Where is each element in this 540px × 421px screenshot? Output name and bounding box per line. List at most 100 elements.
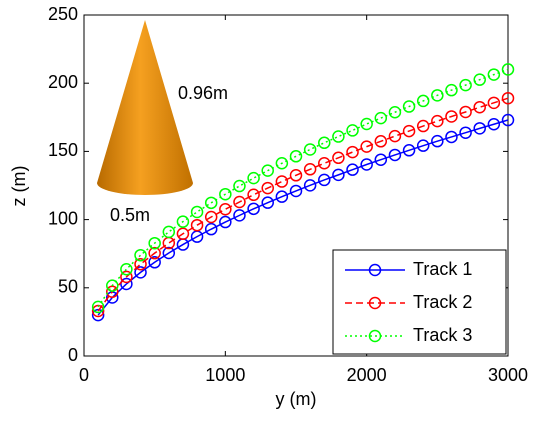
marker bbox=[473, 122, 486, 135]
legend-label: Track 3 bbox=[413, 325, 472, 345]
marker bbox=[459, 126, 472, 139]
marker bbox=[120, 270, 133, 284]
marker bbox=[261, 181, 274, 195]
marker bbox=[148, 256, 161, 269]
marker bbox=[176, 227, 190, 241]
marker bbox=[332, 168, 345, 182]
marker bbox=[134, 266, 147, 279]
marker bbox=[219, 215, 232, 229]
x-tick-label: 0 bbox=[79, 365, 89, 385]
marker bbox=[275, 190, 289, 203]
marker bbox=[91, 300, 105, 314]
marker bbox=[388, 148, 402, 162]
marker bbox=[91, 308, 105, 322]
marker bbox=[303, 143, 317, 156]
annotation: 0.96m bbox=[178, 83, 228, 103]
marker bbox=[190, 218, 204, 232]
marker bbox=[318, 136, 331, 150]
y-tick-label: 50 bbox=[58, 277, 78, 297]
x-tick-label: 2000 bbox=[347, 365, 387, 385]
marker bbox=[346, 124, 359, 137]
marker bbox=[247, 188, 260, 202]
marker bbox=[275, 175, 289, 188]
marker bbox=[233, 209, 246, 222]
marker bbox=[148, 246, 161, 260]
legend: Track 1 Track 2 Track 3 bbox=[332, 249, 507, 355]
series-line bbox=[97, 119, 509, 316]
marker bbox=[303, 163, 317, 176]
y-tick-label: 150 bbox=[48, 140, 78, 160]
marker bbox=[148, 236, 161, 250]
marker bbox=[120, 277, 133, 291]
marker bbox=[459, 105, 472, 119]
marker bbox=[416, 119, 430, 133]
marker bbox=[106, 279, 119, 292]
marker bbox=[219, 187, 232, 201]
cone-illustration bbox=[97, 20, 193, 195]
marker bbox=[374, 153, 388, 166]
marker bbox=[120, 262, 133, 276]
marker bbox=[289, 150, 303, 163]
marker bbox=[416, 94, 430, 108]
marker bbox=[247, 202, 260, 216]
x-axis-label: y (m) bbox=[276, 389, 317, 409]
marker bbox=[346, 163, 359, 176]
marker bbox=[360, 158, 373, 171]
marker bbox=[204, 222, 218, 236]
legend-label: Track 2 bbox=[413, 292, 472, 312]
marker bbox=[289, 184, 303, 198]
y-axis-label: z (m) bbox=[9, 166, 29, 207]
marker bbox=[261, 196, 274, 209]
marker bbox=[134, 257, 147, 271]
marker bbox=[346, 145, 359, 159]
marker bbox=[459, 78, 472, 92]
marker bbox=[374, 135, 388, 148]
marker bbox=[445, 110, 458, 123]
marker bbox=[388, 129, 402, 143]
y-tick-label: 200 bbox=[48, 72, 78, 92]
marker bbox=[487, 96, 501, 110]
y-tick-label: 100 bbox=[48, 208, 78, 228]
y-tick-label: 250 bbox=[48, 4, 78, 24]
marker bbox=[374, 111, 388, 125]
series-line bbox=[97, 68, 509, 308]
marker bbox=[275, 157, 289, 170]
marker bbox=[176, 215, 190, 228]
marker bbox=[219, 202, 232, 216]
plot: 0 1000 2000 3000 0 50 100 150 200 250 bbox=[48, 4, 528, 385]
marker bbox=[501, 91, 515, 105]
marker bbox=[134, 248, 147, 262]
marker bbox=[204, 196, 218, 210]
marker bbox=[487, 118, 501, 131]
marker bbox=[332, 151, 345, 165]
marker bbox=[233, 179, 246, 193]
marker bbox=[91, 304, 105, 318]
marker bbox=[487, 68, 501, 81]
marker bbox=[402, 124, 416, 138]
x-tick-label: 3000 bbox=[488, 365, 528, 385]
marker bbox=[473, 100, 486, 114]
marker bbox=[402, 100, 416, 113]
marker bbox=[501, 63, 515, 76]
series-line bbox=[97, 97, 509, 312]
marker bbox=[190, 205, 204, 219]
marker bbox=[247, 171, 260, 185]
marker bbox=[360, 117, 373, 131]
y-tick-label: 0 bbox=[68, 345, 78, 365]
marker bbox=[360, 140, 373, 153]
marker bbox=[162, 246, 176, 260]
marker bbox=[445, 83, 458, 97]
marker bbox=[162, 225, 176, 239]
legend-marker bbox=[368, 329, 382, 343]
marker bbox=[388, 106, 402, 119]
marker bbox=[431, 89, 444, 102]
marker bbox=[318, 173, 331, 187]
marker bbox=[318, 157, 331, 170]
marker bbox=[473, 73, 486, 86]
marker bbox=[303, 179, 317, 192]
marker bbox=[289, 169, 303, 182]
marker bbox=[332, 130, 345, 143]
marker bbox=[431, 134, 444, 148]
marker bbox=[233, 195, 246, 209]
legend-marker bbox=[368, 296, 382, 310]
